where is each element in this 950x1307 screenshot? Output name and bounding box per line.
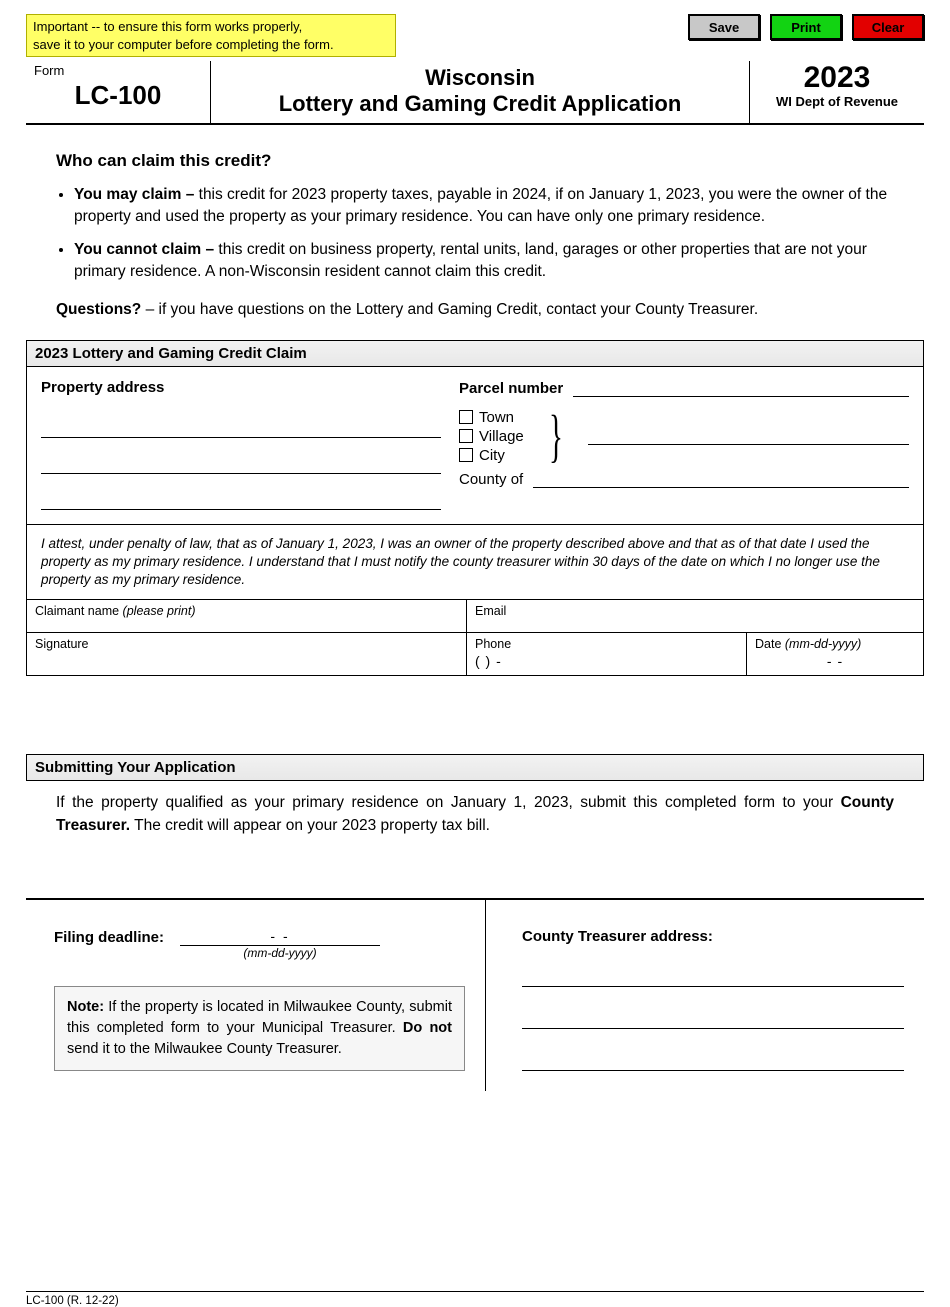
form-title-1: Wisconsin [219, 65, 741, 91]
submit-text: If the property qualified as your primar… [26, 781, 924, 838]
dept-label: WI Dept of Revenue [756, 94, 918, 109]
attestation-text: I attest, under penalty of law, that as … [27, 524, 923, 600]
footer-revision: LC-100 (R. 12-22) [26, 1291, 924, 1307]
submit-section-bar: Submitting Your Application [26, 754, 924, 781]
email-cell[interactable]: Email [467, 600, 923, 632]
claim-box: Property address Parcel number Town Vill… [26, 367, 924, 677]
milwaukee-note: Note: If the property is located in Milw… [54, 986, 465, 1071]
form-code: LC-100 [34, 80, 202, 111]
who-heading: Who can claim this credit? [56, 149, 894, 174]
treasurer-addr-3[interactable] [522, 1051, 904, 1071]
parcel-number-field[interactable] [573, 379, 909, 397]
village-checkbox[interactable] [459, 429, 473, 443]
form-header: Form LC-100 Wisconsin Lottery and Gaming… [26, 61, 924, 125]
form-year: 2023 [756, 61, 918, 94]
brace-icon: } [549, 410, 563, 462]
warning-line1: Important -- to ensure this form works p… [33, 19, 302, 34]
address-line-1[interactable] [41, 416, 441, 438]
phone-cell[interactable]: Phone ( ) - [467, 633, 747, 675]
town-checkbox[interactable] [459, 410, 473, 424]
filing-deadline-field[interactable]: - - [180, 928, 380, 946]
warning-line2: save it to your computer before completi… [33, 37, 334, 52]
county-treasurer-address-label: County Treasurer address: [522, 928, 904, 945]
save-warning: Important -- to ensure this form works p… [26, 14, 396, 57]
clear-button[interactable]: Clear [852, 14, 924, 40]
county-of-label: County of [459, 471, 523, 488]
county-field[interactable] [533, 470, 909, 488]
treasurer-addr-2[interactable] [522, 1009, 904, 1029]
parcel-number-label: Parcel number [459, 380, 563, 397]
address-line-2[interactable] [41, 452, 441, 474]
form-label: Form [34, 63, 202, 78]
cannot-claim-item: You cannot claim – this credit on busine… [74, 239, 894, 284]
signature-cell[interactable]: Signature [27, 633, 467, 675]
property-address-label: Property address [41, 379, 441, 396]
address-line-3[interactable] [41, 488, 441, 510]
may-claim-item: You may claim – this credit for 2023 pro… [74, 184, 894, 229]
claimant-name-cell[interactable]: Claimant name (please print) [27, 600, 467, 632]
filing-deadline-hint: (mm-dd-yyyy) [180, 946, 380, 960]
save-button[interactable]: Save [688, 14, 760, 40]
form-title-2: Lottery and Gaming Credit Application [219, 91, 741, 117]
date-cell[interactable]: Date (mm-dd-yyyy) - - [747, 633, 923, 675]
city-checkbox[interactable] [459, 448, 473, 462]
municipality-field[interactable] [588, 427, 909, 445]
claim-section-bar: 2023 Lottery and Gaming Credit Claim [26, 340, 924, 367]
print-button[interactable]: Print [770, 14, 842, 40]
filing-deadline-label: Filing deadline: [54, 929, 164, 946]
questions-line: Questions? – if you have questions on th… [56, 299, 894, 321]
treasurer-addr-1[interactable] [522, 967, 904, 987]
